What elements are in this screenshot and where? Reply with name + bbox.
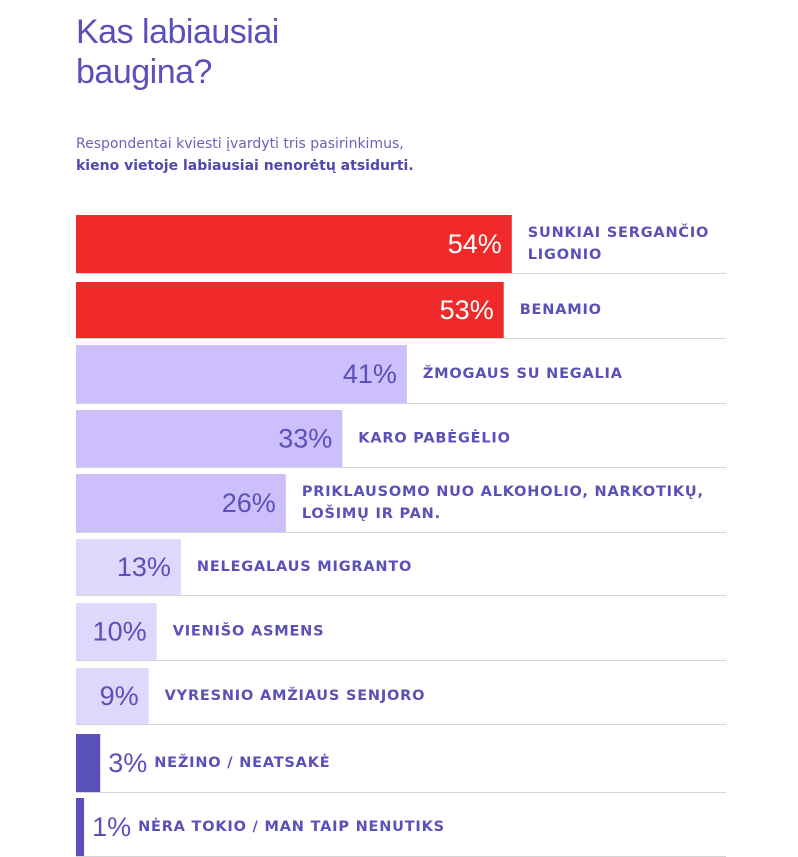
bar-row: 13% NELEGALAUS MIGRANTO [76,539,726,596]
bar-row: 26% PRIKLAUSOMO NUO ALKOHOLIO, NARKOTIKŲ,… [76,474,726,533]
category-label: NELEGALAUS MIGRANTO [197,559,412,575]
bar-value-label: 13% [117,552,171,582]
category-label: KARO PABĖGĖLIO [358,430,510,447]
bar-value-label: 1% [92,812,131,842]
bar-value-label: 26% [222,488,276,518]
bar [76,539,181,595]
bar-row: 10% VIENIŠO ASMENS [76,603,726,661]
title-line-1: Kas labiausiai [76,13,279,51]
bar [76,410,343,467]
bar-value-label: 53% [440,295,494,325]
title-line-2: baugina? [76,53,212,91]
category-label: ŽMOGAUS SU NEGALIA [423,365,623,382]
bar-value-label: 33% [278,424,332,454]
bar-row: 53% BENAMIO [76,282,726,339]
bar-row: 33% KARO PABĖGĖLIO [76,410,726,468]
bar-row: 41% ŽMOGAUS SU NEGALIA [76,345,726,404]
bar-row: 9% VYRESNIO AMŽIAUS SENJORO [76,668,726,725]
bar-value-label: 54% [448,229,502,259]
chart-title: Kas labiausiai baugina? [76,12,279,92]
bar [76,282,504,338]
bar [76,668,149,724]
subtitle-line-1: Respondentai kviesti įvardyti tris pasir… [76,136,404,152]
category-label: SUNKIAI SERGANČIO [528,223,709,241]
chart-subtitle: Respondentai kviesti įvardyti tris pasir… [76,133,414,177]
bar-value-label: 10% [93,617,147,647]
bar-value-label: 9% [100,681,139,711]
category-label: VYRESNIO AMŽIAUS SENJORO [165,687,426,704]
bar [76,215,512,273]
category-label: LOŠIMŲ IR PAN. [302,504,441,522]
bar-value-label: 3% [108,748,147,778]
category-label: BENAMIO [520,302,602,318]
subtitle-line-2: kieno vietoje labiausiai nenorėtų atsidu… [76,158,414,174]
bar [76,734,101,792]
bar-row: 54% SUNKIAI SERGANČIO LIGONIO [76,215,726,274]
category-label: LIGONIO [528,247,602,263]
bar [76,603,157,660]
category-label: VIENIŠO ASMENS [173,622,325,640]
bar [76,474,286,532]
bar-row: 3% NEŽINO / NEATSAKĖ [76,734,726,793]
bar [76,345,407,403]
category-label: NEŽINO / NEATSAKĖ [154,754,330,771]
bar [76,798,85,856]
category-label: NĖRA TOKIO / MAN TAIP NENUTIKS [138,818,445,835]
bar-value-label: 41% [343,359,397,389]
category-label: PRIKLAUSOMO NUO ALKOHOLIO, NARKOTIKŲ, [302,484,704,500]
bar-row: 1% NĖRA TOKIO / MAN TAIP NENUTIKS [76,798,726,857]
